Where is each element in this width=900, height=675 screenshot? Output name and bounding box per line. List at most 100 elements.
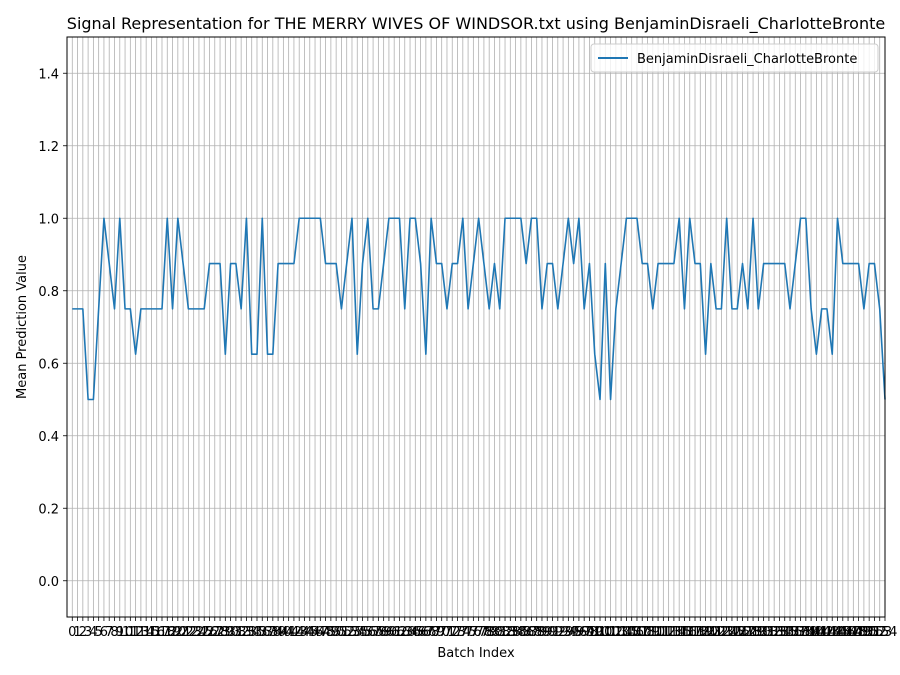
x-tick-label: 27 <box>206 625 223 640</box>
y-tick-label: 0.8 <box>38 285 59 300</box>
x-tick-label: 102 <box>598 625 623 640</box>
series-line <box>72 217 886 401</box>
x-tick-label: 133 <box>762 625 787 640</box>
x-tick-label: 139 <box>793 625 818 640</box>
x-tick-label: 98 <box>581 625 598 640</box>
x-tick-label: 131 <box>751 625 776 640</box>
x-tick-label: 103 <box>603 625 628 640</box>
y-tick-label: 0.6 <box>38 357 59 372</box>
x-tick-label: 59 <box>375 625 392 640</box>
x-tick-label: 72 <box>444 625 461 640</box>
x-tick-label: 99 <box>586 625 603 640</box>
x-tick-label: 67 <box>418 625 435 640</box>
x-tick-label: 94 <box>560 625 577 640</box>
x-tick-label: 30 <box>222 625 239 640</box>
x-tick-label: 154 <box>873 625 898 640</box>
x-tick-label: 138 <box>788 625 813 640</box>
x-tick-label: 77 <box>470 625 487 640</box>
x-tick-label: 79 <box>481 625 498 640</box>
x-tick-label: 0 <box>68 625 76 640</box>
x-tick-label: 82 <box>497 625 514 640</box>
y-tick-label: 0.4 <box>38 430 59 445</box>
x-tick-label: 112 <box>651 625 676 640</box>
x-tick-label: 86 <box>518 625 535 640</box>
x-axis-label: Batch Index <box>437 646 515 661</box>
x-tick-label: 32 <box>233 625 250 640</box>
x-tick-label: 116 <box>672 625 697 640</box>
x-tick-label: 34 <box>243 625 260 640</box>
x-tick-label: 114 <box>661 625 686 640</box>
x-tick-label: 144 <box>820 625 845 640</box>
x-tick-label: 148 <box>841 625 866 640</box>
x-tick-label: 65 <box>407 625 424 640</box>
legend-box <box>590 43 879 73</box>
x-tick-label: 100 <box>588 625 613 640</box>
x-tick-label: 31 <box>228 625 245 640</box>
x-tick-label: 15 <box>143 625 160 640</box>
x-tick-label: 68 <box>423 625 440 640</box>
x-tick-label: 16 <box>148 625 165 640</box>
x-tick-label: 50 <box>328 625 345 640</box>
x-tick-label: 18 <box>159 625 176 640</box>
x-tick-label: 51 <box>333 625 350 640</box>
y-tick-label: 1.2 <box>38 140 59 155</box>
x-tick-label: 36 <box>254 625 271 640</box>
x-tick-label: 110 <box>640 625 665 640</box>
x-tick-label: 109 <box>635 625 660 640</box>
x-tick-label: 19 <box>164 625 181 640</box>
x-tick-label: 122 <box>704 625 729 640</box>
x-tick-label: 137 <box>783 625 808 640</box>
y-tick-label: 0.2 <box>38 502 59 517</box>
x-tick-label: 81 <box>491 625 508 640</box>
x-tick-label: 17 <box>154 625 171 640</box>
x-tick-label: 56 <box>360 625 377 640</box>
x-tick-label: 28 <box>212 625 229 640</box>
x-tick-label: 119 <box>688 625 713 640</box>
x-gridlines <box>71 37 886 617</box>
x-tick-label: 101 <box>593 625 618 640</box>
axes-frame <box>66 36 886 618</box>
legend-label: BenjaminDisraeli_CharlotteBronte <box>637 52 857 67</box>
x-tick-label: 12 <box>127 625 144 640</box>
y-ticks: 0.0 0.2 0.4 0.6 0.8 1.0 1.2 1.4 <box>38 67 67 590</box>
x-tick-label: 54 <box>349 625 366 640</box>
x-tick-label: 6 <box>100 625 108 640</box>
x-tick-label: 71 <box>439 625 456 640</box>
x-tick-label: 88 <box>528 625 545 640</box>
x-tick-label: 66 <box>412 625 429 640</box>
y-tick-label: 1.0 <box>38 212 59 227</box>
x-tick-label: 127 <box>730 625 755 640</box>
x-tick-label: 52 <box>338 625 355 640</box>
x-tick-label: 95 <box>565 625 582 640</box>
x-tick-label: 10 <box>117 625 134 640</box>
x-tick-label: 21 <box>175 625 192 640</box>
x-tick-label: 107 <box>625 625 650 640</box>
x-tick-label: 3 <box>84 625 92 640</box>
x-tick-label: 5 <box>95 625 103 640</box>
x-tick-label: 44 <box>296 625 313 640</box>
x-tick-label: 152 <box>862 625 887 640</box>
x-tick-label: 97 <box>576 625 593 640</box>
x-tick-label: 22 <box>180 625 197 640</box>
x-tick-label: 7 <box>105 625 113 640</box>
x-tick-label: 62 <box>391 625 408 640</box>
x-tick-label: 69 <box>428 625 445 640</box>
x-tick-label: 130 <box>746 625 771 640</box>
y-tick-label: 1.4 <box>38 67 59 82</box>
x-tick-label: 91 <box>544 625 561 640</box>
x-tick-label: 9 <box>116 625 124 640</box>
x-tick-label: 121 <box>698 625 723 640</box>
x-tick-label: 106 <box>619 625 644 640</box>
x-tick-label: 90 <box>539 625 556 640</box>
x-tick-label: 60 <box>381 625 398 640</box>
x-tick-label: 76 <box>465 625 482 640</box>
x-tick-label: 11 <box>122 625 139 640</box>
x-tick-label: 25 <box>196 625 213 640</box>
x-tick-label: 47 <box>312 625 329 640</box>
x-tick-label: 58 <box>370 625 387 640</box>
x-tick-label: 37 <box>259 625 276 640</box>
x-tick-label: 2 <box>79 625 87 640</box>
x-tick-label: 53 <box>344 625 361 640</box>
x-tick-label: 84 <box>507 625 524 640</box>
